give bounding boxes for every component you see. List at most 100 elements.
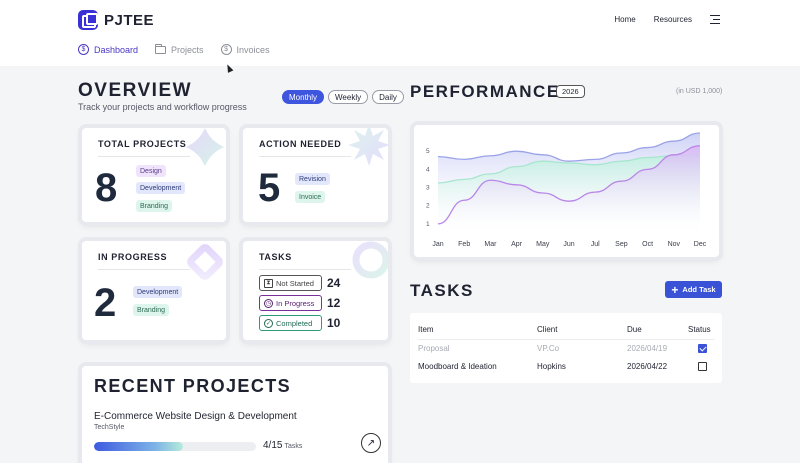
overview-subtitle: Track your projects and workflow progres… bbox=[78, 102, 247, 112]
y-tick-label: 5 bbox=[426, 148, 430, 155]
add-task-label: Add Task bbox=[682, 285, 716, 294]
open-project-arrow-icon[interactable]: ↗ bbox=[361, 433, 381, 453]
tab-dashboard-label: Dashboard bbox=[94, 44, 139, 55]
plus-icon: + bbox=[671, 282, 679, 297]
task-item[interactable]: Proposal bbox=[418, 344, 450, 353]
task-status-row[interactable]: ✓ Completed 10 bbox=[259, 315, 340, 331]
period-weekly-button[interactable]: Weekly bbox=[328, 90, 369, 104]
folder-icon bbox=[155, 43, 167, 54]
performance-unit: (in USD 1,000) bbox=[676, 88, 723, 95]
in-progress-card[interactable]: IN PROGRESS 2 Development Branding bbox=[82, 241, 226, 340]
y-tick-label: 3 bbox=[426, 185, 430, 192]
completed-count: 10 bbox=[327, 316, 341, 330]
project-progress-fill bbox=[94, 442, 184, 451]
series-line-2 bbox=[437, 154, 701, 184]
in-progress-value: 2 bbox=[94, 281, 117, 325]
total-projects-card[interactable]: TOTAL PROJECTS 8 Design Development Bran… bbox=[82, 128, 226, 222]
recent-projects-title: RECENT PROJECTS bbox=[94, 376, 292, 396]
column-header-due: Due bbox=[627, 325, 642, 334]
tag-development: Development bbox=[133, 286, 183, 298]
x-tick-label: Dec bbox=[694, 241, 707, 248]
period-daily-button[interactable]: Daily bbox=[372, 90, 404, 104]
task-status-row[interactable]: ◷ In Progress 12 bbox=[259, 295, 340, 311]
completed-label: Completed bbox=[276, 318, 313, 328]
project-name[interactable]: E-Commerce Website Design & Development bbox=[94, 411, 297, 422]
decorative-shape-icon bbox=[186, 128, 224, 166]
recent-projects-card: RECENT PROJECTS E-Commerce Website Desig… bbox=[82, 366, 388, 463]
top-bar: PJTEE Home Resources $ Dashboard Project… bbox=[0, 0, 800, 66]
project-task-unit: Tasks bbox=[284, 443, 303, 450]
add-task-button[interactable]: + Add Task bbox=[665, 281, 722, 298]
top-nav: Home Resources bbox=[614, 15, 720, 24]
series-line-3 bbox=[437, 145, 701, 225]
tag-development: Development bbox=[136, 182, 186, 194]
action-needed-title: ACTION NEEDED bbox=[259, 139, 342, 149]
in-progress-badge: ◷ In Progress bbox=[259, 295, 322, 311]
tag-design: Design bbox=[136, 165, 166, 177]
x-tick-label: May bbox=[536, 241, 550, 248]
column-header-item: Item bbox=[418, 325, 434, 334]
task-due: 2026/04/22 bbox=[627, 362, 668, 371]
not-started-count: 24 bbox=[327, 276, 341, 290]
y-tick-label: 2 bbox=[426, 203, 430, 210]
clock-icon: ◷ bbox=[264, 298, 273, 308]
dollar-circle-icon: $ bbox=[78, 44, 89, 55]
overview-title: OVERVIEW bbox=[78, 80, 193, 101]
y-tick-label: 1 bbox=[426, 221, 430, 228]
task-status-checkbox[interactable] bbox=[698, 362, 707, 371]
check-circle-icon: ✓ bbox=[264, 318, 273, 328]
task-client: VP.Co bbox=[537, 344, 560, 353]
action-needed-card[interactable]: ACTION NEEDED 5 Revision Invoice bbox=[243, 128, 388, 222]
total-projects-value: 8 bbox=[95, 166, 118, 210]
task-item[interactable]: Moodboard & Ideation bbox=[418, 362, 497, 371]
in-progress-label: In Progress bbox=[276, 298, 315, 308]
decorative-star-icon bbox=[348, 128, 388, 166]
task-status-row[interactable]: ⧗ Not Started 24 bbox=[259, 275, 340, 291]
x-tick-label: Jan bbox=[432, 241, 443, 248]
y-tick-label: 4 bbox=[426, 166, 430, 173]
column-header-status: Status bbox=[688, 325, 711, 334]
project-task-ratio: 4/15 bbox=[263, 440, 283, 451]
x-tick-label: Jul bbox=[591, 241, 600, 248]
tab-invoices[interactable]: $ Invoices bbox=[220, 44, 270, 55]
dollar-circle-icon: $ bbox=[220, 44, 232, 55]
nav-home-link[interactable]: Home bbox=[614, 15, 636, 24]
in-progress-title: IN PROGRESS bbox=[98, 252, 168, 262]
in-progress-count: 12 bbox=[327, 296, 341, 310]
tab-dashboard[interactable]: $ Dashboard bbox=[78, 44, 138, 55]
x-tick-label: Feb bbox=[458, 241, 470, 248]
decorative-ring-icon bbox=[352, 241, 388, 279]
performance-title: PERFORMANCE bbox=[410, 82, 560, 101]
project-client: TechStyle bbox=[94, 424, 125, 431]
tab-projects-label: Projects bbox=[171, 44, 204, 55]
tag-branding: Branding bbox=[136, 200, 173, 212]
completed-badge: ✓ Completed bbox=[259, 315, 322, 331]
tag-branding: Branding bbox=[133, 304, 170, 316]
tab-projects[interactable]: Projects bbox=[155, 43, 204, 55]
series-line-1 bbox=[437, 132, 701, 162]
x-tick-label: Nov bbox=[668, 241, 681, 248]
x-tick-label: Sep bbox=[615, 241, 628, 248]
nav-resources-link[interactable]: Resources bbox=[653, 15, 692, 24]
period-monthly-button[interactable]: Monthly bbox=[282, 90, 325, 104]
action-needed-value: 5 bbox=[258, 166, 281, 210]
period-selector: Monthly Weekly Daily bbox=[282, 90, 404, 104]
tasks-table: Item Client Due Status Proposal VP.Co 20… bbox=[410, 313, 722, 383]
brand-logo[interactable]: PJTEE bbox=[78, 10, 154, 30]
year-selector[interactable]: 2026 bbox=[556, 85, 585, 98]
task-status-checkbox[interactable] bbox=[698, 344, 707, 353]
hourglass-icon: ⧗ bbox=[264, 278, 273, 288]
column-header-client: Client bbox=[537, 325, 558, 334]
total-projects-title: TOTAL PROJECTS bbox=[98, 139, 187, 149]
x-tick-label: Oct bbox=[642, 241, 653, 248]
tasks-summary-card[interactable]: TASKS ⧗ Not Started 24 ◷ In Progress 12 … bbox=[243, 241, 388, 340]
project-task-count: 4/15 Tasks bbox=[263, 440, 302, 451]
tag-revision: Revision bbox=[295, 173, 330, 185]
tasks-section-title: TASKS bbox=[410, 281, 474, 300]
performance-chart: 1 2 3 4 5 Jan Feb Mar Apr May Jun Jul Sep Oct Nov Dec bbox=[426, 132, 707, 248]
project-progress-bar bbox=[94, 442, 256, 451]
brand-name: PJTEE bbox=[104, 11, 155, 29]
menu-icon[interactable] bbox=[710, 15, 720, 24]
not-started-label: Not Started bbox=[276, 278, 314, 288]
logo-icon bbox=[78, 10, 98, 30]
